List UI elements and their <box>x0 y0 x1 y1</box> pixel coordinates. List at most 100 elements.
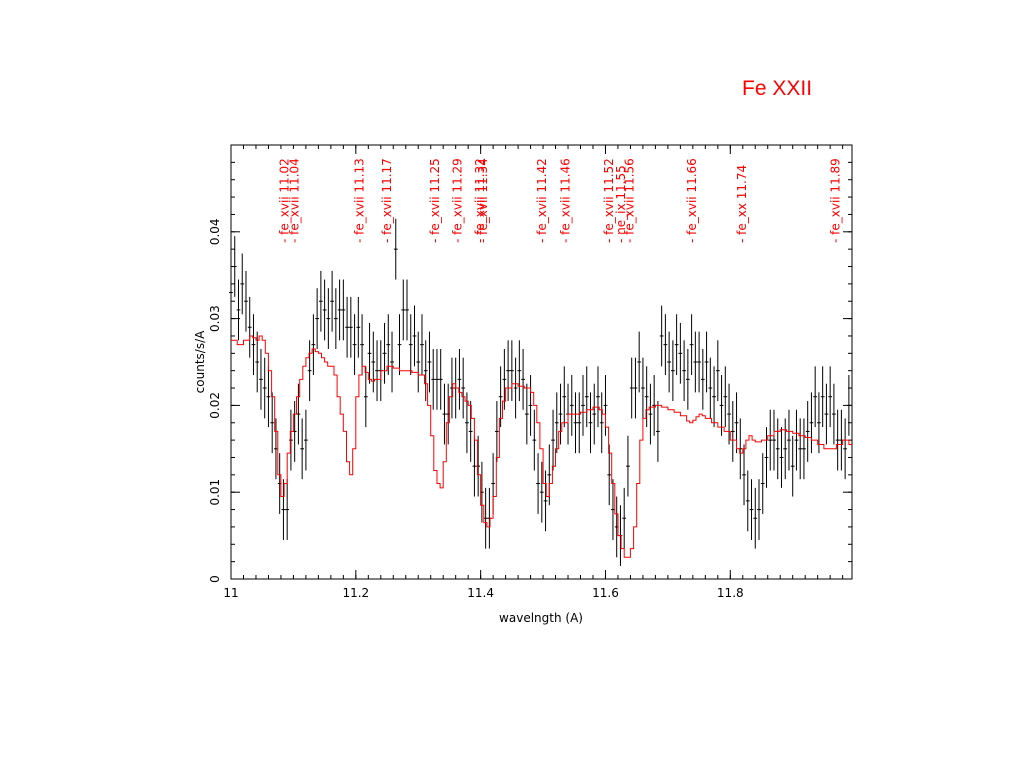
data-point <box>509 340 514 402</box>
line-labels: - fe_xvii 11.02- fe_xvii 11.04 - fe_xvii … <box>277 158 842 243</box>
data-point <box>468 401 473 462</box>
line-id-label: - fe_xvii 11.02 <box>277 158 291 243</box>
data-point <box>450 357 454 419</box>
data-point <box>562 366 567 428</box>
x-axis-title: wavelngth (A) <box>499 611 583 625</box>
data-point <box>393 218 398 280</box>
data-point <box>457 348 462 410</box>
data-point <box>345 296 349 358</box>
data-point <box>813 366 818 428</box>
data-point <box>708 357 713 419</box>
line-id-label: - fe_xvii 11.89 <box>829 158 843 243</box>
data-point <box>596 366 600 428</box>
data-point <box>247 296 252 358</box>
data-point <box>599 392 604 454</box>
line-id-label: - fe_xvii 11.04 <box>287 158 301 243</box>
data-point <box>637 331 642 393</box>
data-point <box>532 409 537 471</box>
data-point <box>304 409 308 471</box>
y-tick-label: 0 <box>208 575 222 583</box>
line-id-label: - fe_xvii 11.32 <box>473 158 487 243</box>
data-point <box>506 340 510 402</box>
data-point <box>693 331 698 393</box>
data-point <box>431 348 436 410</box>
data-point <box>753 487 758 549</box>
data-point <box>704 331 709 393</box>
data-point <box>244 270 248 332</box>
data-point <box>611 479 615 540</box>
data-point <box>809 392 814 454</box>
data-point <box>281 479 286 540</box>
data-point <box>236 279 241 341</box>
data-point <box>648 383 653 445</box>
data-point <box>262 357 267 419</box>
data-point <box>285 479 290 540</box>
data-point <box>678 322 683 384</box>
data-point <box>438 348 443 410</box>
data-point <box>700 348 705 410</box>
data-point <box>802 418 806 480</box>
line-id-label: - fe_xvii 11.66 <box>685 158 699 243</box>
data-point <box>232 236 237 297</box>
data-point <box>296 383 301 445</box>
data-point <box>832 383 836 445</box>
data-point <box>573 392 578 454</box>
data-point <box>311 314 316 376</box>
x-tick-label: 11.4 <box>467 586 494 600</box>
line-id-label: - fe_xvii 11.52 <box>602 158 616 243</box>
data-point <box>435 348 439 410</box>
data-point <box>581 375 585 436</box>
page-title: Fe XXII <box>742 77 813 100</box>
y-tick-label: 0.03 <box>208 305 222 332</box>
line-id-label: - ne_ix 11.55 <box>614 165 628 243</box>
line-id-label: - fe_xvii 11.46 <box>558 158 572 243</box>
x-tick-label: 11 <box>223 586 238 600</box>
data-point <box>408 314 413 376</box>
data-point <box>472 435 477 497</box>
data-point <box>352 314 357 376</box>
data-point <box>539 461 544 523</box>
data-point <box>682 340 686 402</box>
data-point <box>551 409 555 471</box>
data-point <box>772 409 776 471</box>
data-point <box>521 348 525 410</box>
data-point <box>251 314 256 376</box>
y-tick-label: 0.01 <box>208 479 222 506</box>
data-point <box>768 409 773 471</box>
data-point <box>427 331 432 393</box>
data-point <box>554 392 559 454</box>
data-point <box>386 314 391 376</box>
x-tick-label: 11.2 <box>342 586 369 600</box>
data-point <box>745 470 750 532</box>
data-point <box>689 314 694 376</box>
data-point <box>255 331 260 393</box>
data-point <box>783 418 788 480</box>
data-point <box>742 444 746 506</box>
data-point <box>289 409 293 471</box>
data-point <box>405 279 409 341</box>
data-point <box>817 392 821 454</box>
data-point <box>315 288 320 349</box>
data-point <box>412 305 417 367</box>
data-point <box>712 366 716 428</box>
data-point <box>495 401 499 462</box>
data-point <box>341 279 346 341</box>
data-point <box>787 409 791 471</box>
data-point <box>592 383 597 445</box>
data-point <box>397 314 402 376</box>
data-point <box>667 331 672 393</box>
data-point <box>790 435 795 497</box>
y-axis-title: counts/s/A <box>193 330 207 393</box>
x-tick-label: 11.8 <box>717 586 744 600</box>
data-point <box>371 331 376 393</box>
data-point <box>588 392 593 454</box>
data-point <box>363 366 368 428</box>
axis-ticks: 11 11.2 11.4 11.6 11.8 0 0.01 0.02 0.03 0.04 <box>208 144 852 600</box>
data-point <box>671 340 675 402</box>
plot-frame <box>230 144 853 580</box>
data-point <box>730 401 735 462</box>
data-point <box>528 375 533 436</box>
data-point <box>760 453 765 514</box>
data-point <box>270 392 275 454</box>
data-point <box>719 375 724 436</box>
